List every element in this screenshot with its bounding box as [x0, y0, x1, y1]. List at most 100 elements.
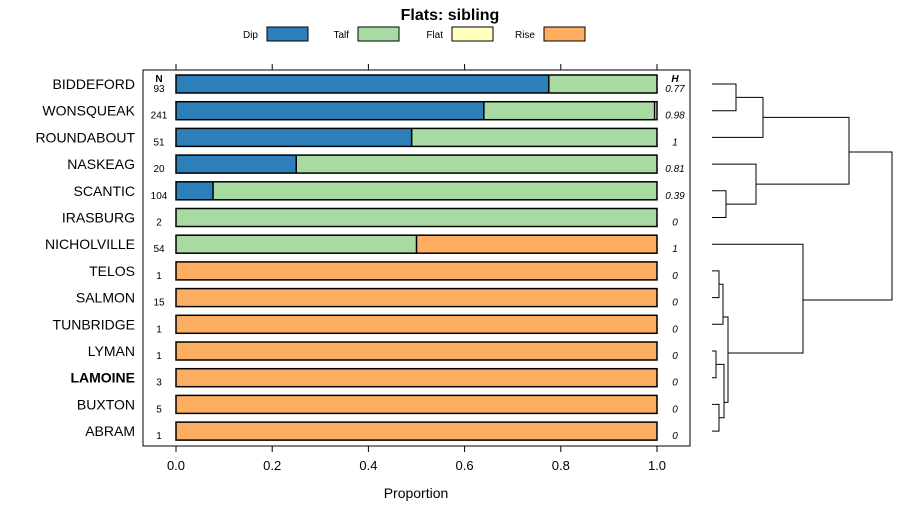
- x-axis: 0.0 0.2 0.4 0.6 0.8 1.0: [167, 64, 666, 473]
- h-value: 0.39: [665, 191, 685, 202]
- category-label: NICHOLVILLE: [45, 236, 135, 252]
- bar-segment: [411, 128, 657, 147]
- x-tick-label: 0.2: [263, 458, 281, 473]
- h-value: 0: [672, 324, 678, 335]
- dendrogram-branch: [712, 190, 727, 218]
- bar-outline: [175, 394, 658, 415]
- plot-frame: [142, 69, 691, 447]
- h-value: 0.77: [665, 84, 685, 95]
- bar-segment: [654, 101, 657, 120]
- h-value: 0: [672, 298, 678, 309]
- dendrogram-branch: [756, 116, 850, 185]
- legend-swatch: [451, 26, 494, 42]
- n-header: N: [155, 74, 162, 85]
- bar-segment: [213, 181, 658, 200]
- n-value: 1: [156, 351, 162, 362]
- bar-segment: [176, 155, 297, 174]
- bar-outline: [175, 314, 658, 335]
- bar-outline: [175, 261, 658, 281]
- category-label: SCANTIC: [74, 183, 135, 199]
- bar-segment: [176, 368, 657, 387]
- h-header: H: [671, 74, 679, 85]
- legend-swatch: [266, 26, 309, 42]
- dendrogram-branch: [712, 283, 724, 325]
- bar-segment: [176, 288, 657, 307]
- h-value: 0.81: [665, 164, 684, 175]
- bar-outline: [175, 367, 658, 388]
- h-value: 0: [672, 271, 678, 282]
- h-value: 0: [672, 218, 678, 229]
- bar-outline: [175, 154, 658, 174]
- dendrogram-branch: [712, 163, 757, 205]
- bar-outline: [175, 421, 658, 441]
- bar-segment: [176, 235, 417, 254]
- n-value: 54: [153, 244, 165, 255]
- legend-label: Flat: [426, 30, 443, 41]
- x-tick-label: 0.6: [456, 458, 474, 473]
- bar-segment: [176, 181, 214, 200]
- bars: [175, 74, 658, 441]
- dendrogram-branch: [712, 270, 720, 299]
- dendrogram-branch: [712, 83, 737, 112]
- h-value: 1: [672, 137, 678, 148]
- category-label: BUXTON: [77, 396, 135, 412]
- dendrogram-branch: [712, 403, 720, 432]
- n-value: 241: [151, 111, 168, 122]
- h-value: 1: [672, 244, 678, 255]
- bar-segment: [483, 101, 655, 120]
- dendrogram-branch: [716, 363, 725, 419]
- category-label: LAMOINE: [70, 370, 135, 386]
- n-value: 1: [156, 431, 162, 442]
- dendrogram: [712, 83, 893, 432]
- bar-segment: [176, 75, 549, 93]
- h-value: 0: [672, 378, 678, 389]
- bar-segment: [176, 128, 412, 147]
- x-tick-label: 1.0: [648, 458, 666, 473]
- h-value: 0: [672, 431, 678, 442]
- legend-swatch: [357, 26, 400, 42]
- n-value: 15: [153, 298, 165, 309]
- category-label: ABRAM: [85, 423, 135, 439]
- n-value: 3: [156, 378, 162, 389]
- bar-segment: [416, 235, 657, 254]
- category-label: ROUNDABOUT: [35, 129, 135, 145]
- dendrogram-branch: [712, 243, 804, 354]
- dendrogram-branch: [723, 316, 729, 403]
- bar-segment: [176, 101, 484, 120]
- h-value: 0.98: [665, 111, 685, 122]
- legend: Dip Talf Flat Rise: [243, 26, 586, 42]
- legend-label: Talf: [333, 30, 349, 41]
- x-tick-label: 0.8: [552, 458, 570, 473]
- x-tick-label: 0.4: [359, 458, 377, 473]
- legend-label: Rise: [515, 30, 535, 41]
- n-value: 1: [156, 324, 162, 335]
- dendrogram-branch: [712, 350, 717, 379]
- n-value: 20: [153, 164, 165, 175]
- bar-segment: [176, 395, 657, 414]
- category-label: TUNBRIDGE: [53, 316, 135, 332]
- n-value: 1: [156, 271, 162, 282]
- bar-segment: [296, 155, 657, 174]
- bar-segment: [176, 261, 657, 280]
- bar-outline: [175, 74, 658, 94]
- h-value: 0: [672, 351, 678, 362]
- n-value: 51: [153, 137, 165, 148]
- bar-segment: [176, 422, 657, 441]
- category-label: NASKEAG: [67, 156, 135, 172]
- bar-segment: [176, 342, 657, 360]
- category-label: LYMAN: [88, 343, 135, 359]
- n-value: 2: [156, 218, 162, 229]
- bar-segment: [548, 75, 657, 93]
- dendrogram-branch: [803, 151, 893, 301]
- bar-outline: [175, 341, 658, 361]
- bar-outline: [175, 287, 658, 308]
- bar-outline: [175, 181, 658, 201]
- x-tick-label: 0.0: [167, 458, 185, 473]
- category-label: BIDDEFORD: [53, 76, 135, 92]
- category-label: TELOS: [89, 263, 135, 279]
- category-label: WONSQUEAK: [42, 103, 135, 119]
- bar-outline: [175, 207, 658, 228]
- category-label: IRASBURG: [62, 210, 135, 226]
- n-value: 93: [153, 84, 165, 95]
